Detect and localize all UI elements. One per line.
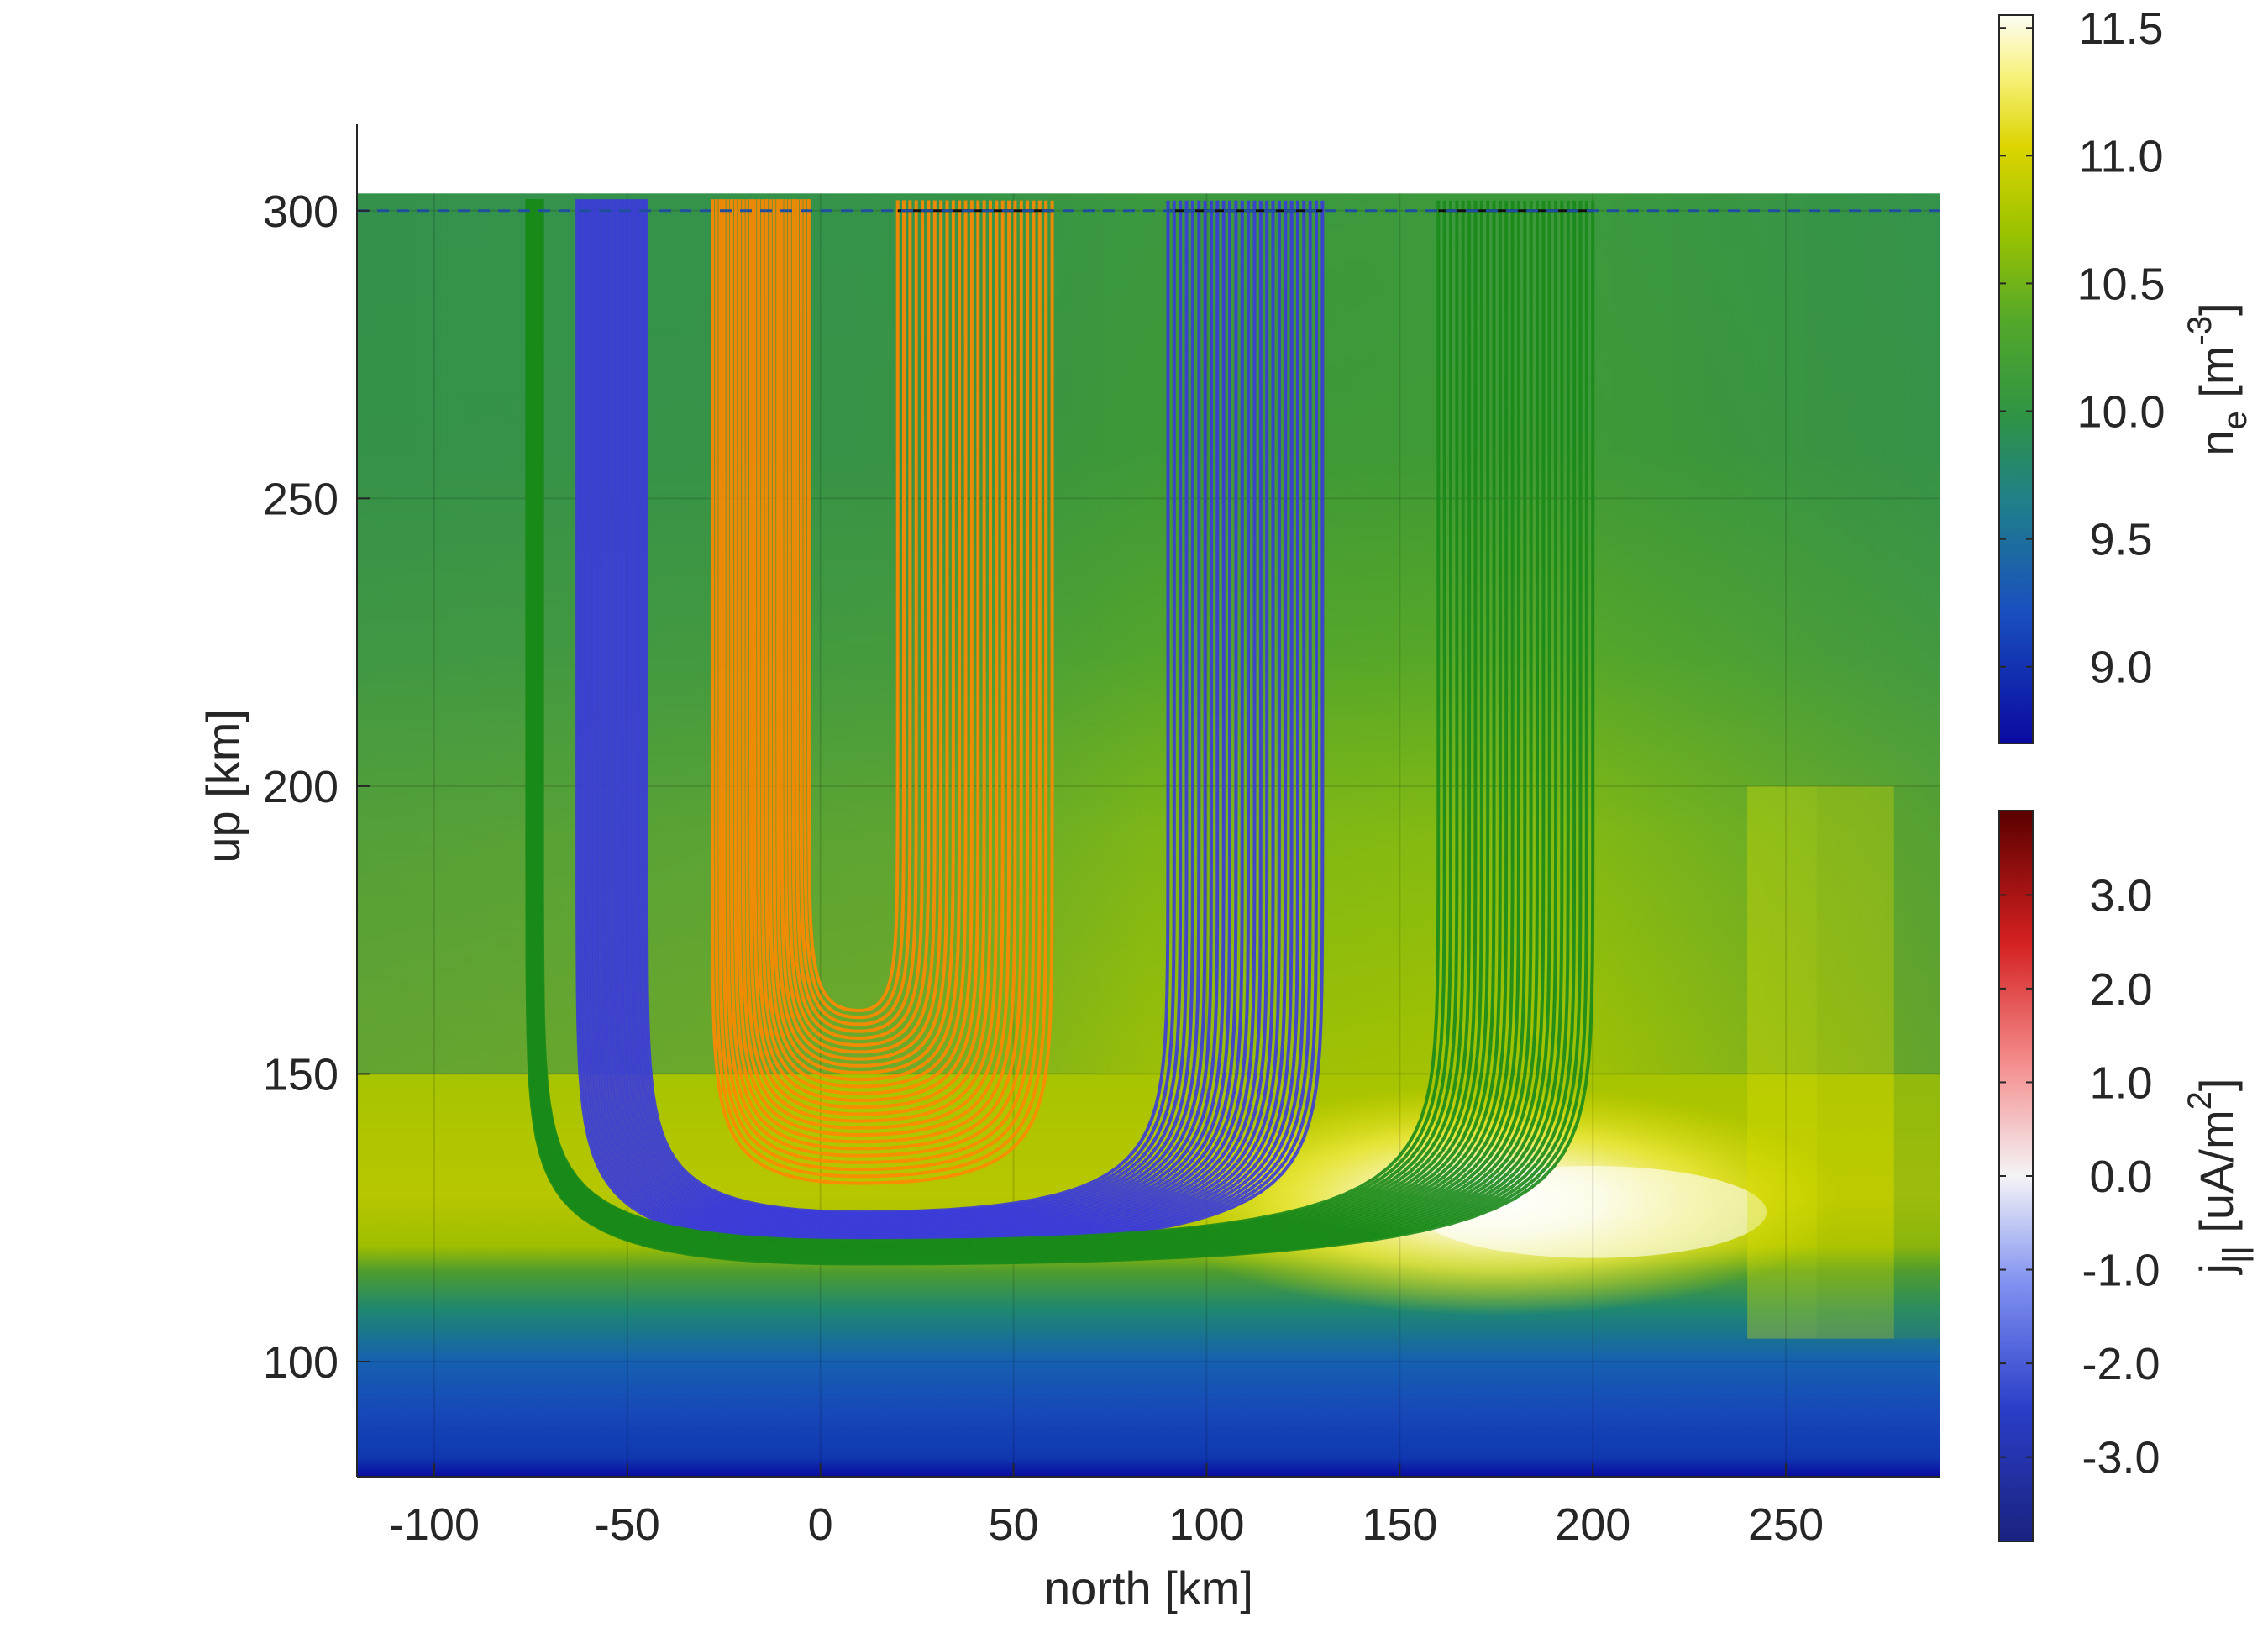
field-line (791, 199, 925, 1040)
x-tick-label: 150 (1362, 1499, 1437, 1550)
field-line (733, 199, 1017, 1144)
field-line (806, 199, 900, 1013)
field-line (787, 199, 931, 1047)
x-tick-label: 50 (989, 1499, 1039, 1550)
colorbar-tick-label: -2.0 (2082, 1339, 2160, 1389)
plot-area (357, 124, 1940, 1477)
y-axis-label: up [km] (197, 709, 249, 864)
field-line (803, 199, 906, 1020)
ne-colorbar: 9.0 9.5 10.0 10.5 11.0 11.5 ne [m-3] (1998, 3, 2254, 744)
field-line (749, 199, 992, 1116)
colorbar-tick-label: 1.0 (2089, 1058, 2152, 1108)
field-line (784, 199, 937, 1054)
colorbar-tick-label: 11.5 (2078, 3, 2163, 54)
colorbar-tick-label: 2.0 (2089, 964, 2152, 1015)
top-mask (357, 124, 1940, 194)
field-line (644, 199, 1170, 1214)
field-line (726, 199, 1030, 1158)
colorbar-tick-label: 10.5 (2076, 259, 2165, 309)
colorbar-tick-label: 9.5 (2089, 515, 2152, 565)
green-bundle (525, 199, 1595, 1266)
field-line (738, 199, 1011, 1137)
y-tick-label: 250 (263, 474, 339, 524)
field-line (718, 199, 1042, 1172)
field-line (714, 199, 1048, 1179)
field-line (780, 199, 943, 1061)
colorbar-label: ne [m-3] (2181, 302, 2254, 455)
x-tick-label: 0 (808, 1499, 833, 1550)
x-axis-label: north [km] (1044, 1562, 1253, 1614)
field-line (741, 199, 1005, 1130)
field-line (745, 199, 999, 1123)
x-tick-label: -100 (389, 1499, 480, 1550)
colorbar-tick-label: 10.0 (2076, 387, 2165, 438)
field-line (764, 199, 968, 1089)
field-line (776, 199, 949, 1068)
colorbar-tick-label: 9.0 (2089, 643, 2152, 693)
heatmap-column (1747, 785, 1817, 1339)
colorbar-label: j|| [uA/m2] (2181, 1079, 2254, 1276)
field-line (768, 199, 962, 1082)
colorbar-strip (1998, 14, 2034, 744)
colorbar-tick-label: 11.0 (2078, 131, 2163, 181)
y-tick-label: 300 (263, 186, 339, 237)
y-tick-label: 100 (263, 1337, 339, 1388)
x-tick-label: -50 (595, 1499, 660, 1550)
field-line (753, 199, 986, 1110)
colorbar-tick-label: 0.0 (2089, 1152, 2152, 1202)
field-line (760, 199, 974, 1095)
field-line (722, 199, 1036, 1164)
current-colorbar: 3.0 2.0 1.0 0.0 -1.0 -2.0 -3.0 j|| [uA/m2] (1998, 810, 2254, 1542)
field-line (540, 199, 1441, 1243)
x-tick-label: 200 (1555, 1499, 1630, 1550)
y-tick-label: 150 (263, 1049, 339, 1100)
heatmap-column (1893, 785, 1940, 1339)
colorbar-tick-label: 3.0 (2089, 870, 2152, 921)
field-line (757, 199, 980, 1102)
field-line (799, 199, 912, 1026)
x-tick-label: 250 (1748, 1499, 1824, 1550)
field-line (795, 199, 918, 1033)
field-line (772, 199, 955, 1075)
axes: -100 -50 0 50 100 150 200 250 100 150 200 250 300 (263, 124, 1940, 1550)
field-line (730, 199, 1023, 1151)
orange-bundle (711, 199, 1054, 1185)
colorbar-tick-label: -1.0 (2082, 1246, 2160, 1296)
field-line (711, 199, 1054, 1185)
heatmap-column (1816, 785, 1894, 1339)
blue-bundle (575, 199, 1325, 1249)
y-tick-label: 200 (263, 762, 339, 812)
colorbar-tick-label: -3.0 (2082, 1433, 2160, 1483)
field-line-bundles (357, 124, 1940, 1266)
x-tick-label: 100 (1168, 1499, 1244, 1550)
